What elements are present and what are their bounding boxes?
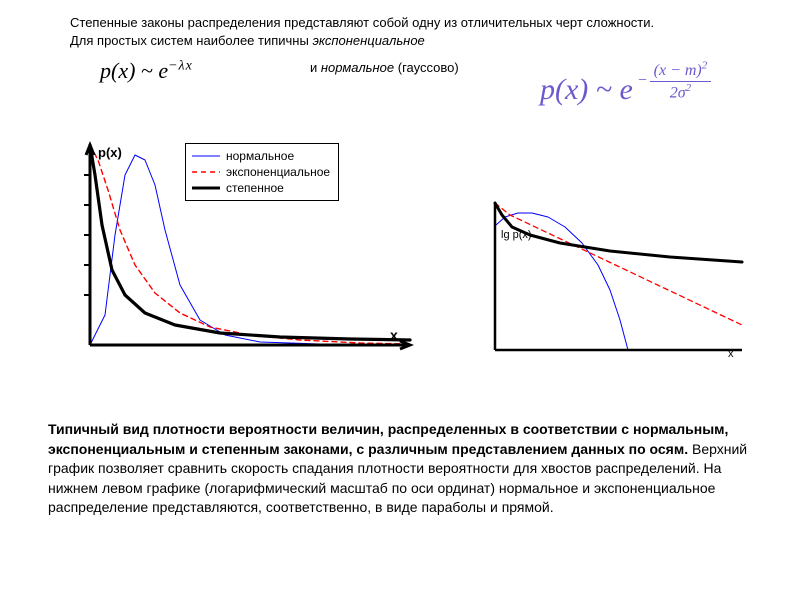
legend-row: степенное bbox=[192, 180, 330, 196]
eq-gauss-top: (x − m) bbox=[654, 62, 702, 79]
slide: Степенные законы распределения представл… bbox=[0, 0, 800, 600]
eq-exp-sup: −λx bbox=[168, 59, 193, 74]
eq-gauss-bot-sup: 2 bbox=[686, 82, 692, 94]
legend-row: экспоненциальное bbox=[192, 164, 330, 180]
legend-label: экспоненциальное bbox=[226, 165, 330, 179]
gauss-label: и нормальное (гауссово) bbox=[310, 60, 459, 75]
eq-gauss-exp: −(x − m)22σ2 bbox=[637, 60, 711, 103]
chart1-ylabel: p(x) bbox=[98, 145, 122, 160]
legend-row: нормальное bbox=[192, 148, 330, 164]
eq-exp-base: p(x) ~ e bbox=[100, 58, 168, 83]
eq-gauss-top-sup: 2 bbox=[702, 60, 708, 72]
legend-swatch bbox=[192, 166, 220, 178]
intro-line1: Степенные законы распределения представл… bbox=[70, 15, 654, 30]
legend-swatch bbox=[192, 150, 220, 162]
chart2-xlabel: x bbox=[728, 348, 734, 360]
legend: нормальное экспоненциальное степенное bbox=[185, 143, 339, 201]
caption: Типичный вид плотности вероятности велич… bbox=[48, 420, 758, 518]
intro-text: Степенные законы распределения представл… bbox=[70, 14, 740, 49]
legend-label: нормальное bbox=[226, 149, 294, 163]
gauss-label-c: (гауссово) bbox=[394, 60, 459, 75]
equation-exponential: p(x) ~ e−λx bbox=[100, 58, 193, 84]
eq-gauss-base: p(x) ~ e bbox=[540, 73, 633, 106]
intro-line2b: экспоненциальное bbox=[312, 33, 424, 48]
chart-log bbox=[470, 195, 750, 365]
chart1-xlabel: x bbox=[390, 327, 398, 343]
legend-swatch bbox=[192, 182, 220, 194]
gauss-label-a: и bbox=[310, 60, 321, 75]
caption-bold: Типичный вид плотности вероятности велич… bbox=[48, 421, 728, 457]
chart2-ylabel: lg p(x) bbox=[501, 229, 532, 241]
equation-gaussian: p(x) ~ e−(x − m)22σ2 bbox=[540, 60, 780, 107]
eq-gauss-bot: 2σ bbox=[670, 85, 686, 102]
legend-label: степенное bbox=[226, 181, 284, 195]
gauss-label-b: нормальное bbox=[321, 60, 394, 75]
intro-line2a: Для простых систем наиболее типичны bbox=[70, 33, 312, 48]
